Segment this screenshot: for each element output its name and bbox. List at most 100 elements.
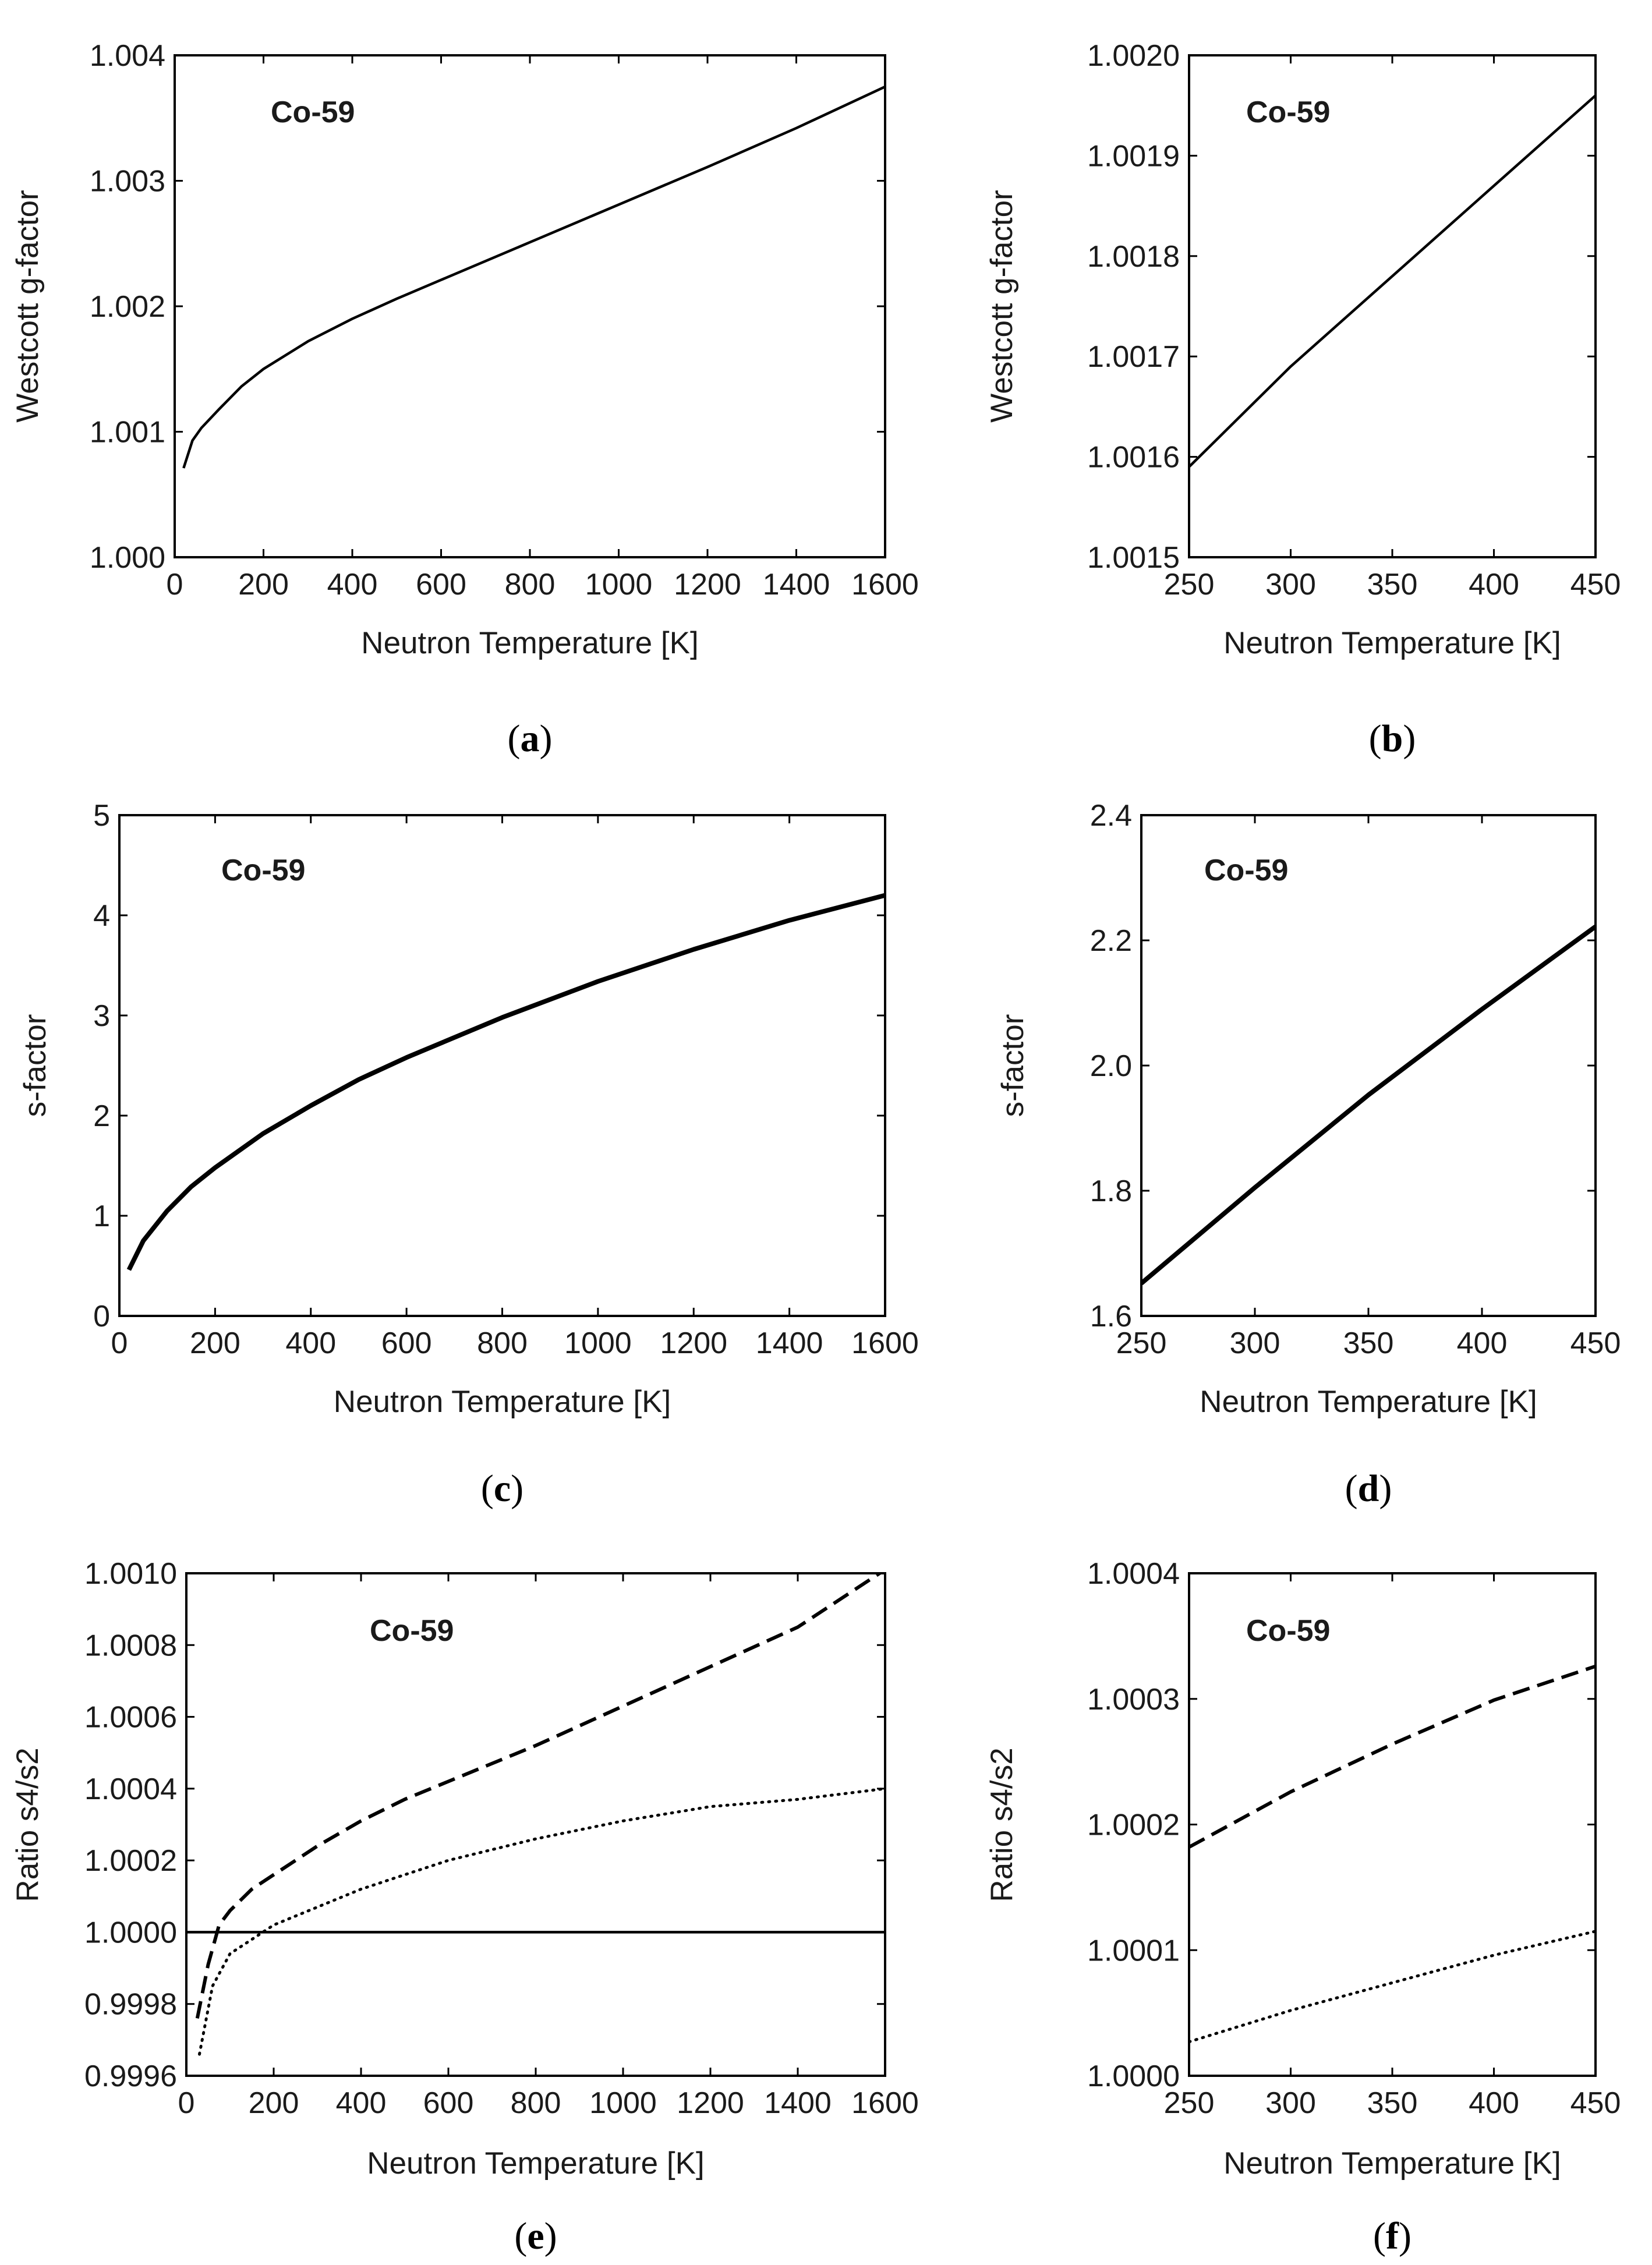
x-tick-label: 350: [1343, 1326, 1394, 1360]
y-tick-label: 1.0002: [84, 1844, 177, 1878]
y-axis-label: s-factor: [996, 1014, 1030, 1117]
x-tick-label: 450: [1570, 568, 1621, 601]
panel-label: (e): [514, 2215, 557, 2257]
y-tick-label: 1.0004: [1087, 1557, 1180, 1591]
chart-annotation: Co-59: [370, 1614, 454, 1648]
x-tick-label: 400: [336, 2086, 387, 2120]
x-tick-label: 250: [1164, 2086, 1215, 2120]
x-axis-label: Neutron Temperature [K]: [1223, 2146, 1561, 2181]
series-line-dashed: [195, 1573, 883, 2019]
x-tick-label: 450: [1570, 1326, 1621, 1360]
y-tick-label: 1.0004: [84, 1772, 177, 1806]
y-axis-label: Westcott g-factor: [985, 190, 1019, 423]
panel-label-close: ): [540, 717, 553, 760]
chart-annotation: Co-59: [1204, 854, 1288, 887]
x-tick-label: 300: [1265, 2086, 1316, 2120]
panel-label-letter: d: [1358, 1467, 1379, 1510]
panel-label-close: ): [544, 2215, 557, 2257]
y-tick-label: 1.004: [90, 39, 165, 73]
panel-label: (d): [1345, 1467, 1392, 1510]
y-tick-label: 1: [93, 1199, 110, 1233]
y-tick-label: 2.4: [1090, 799, 1132, 833]
chart-panel-f: 250 300 350 400 450 1.0000 1.0001 1.0002 1.0003 1…: [985, 1557, 1621, 2257]
series-line-s-factor: [1141, 925, 1596, 1286]
panel-label: (b): [1369, 717, 1416, 760]
y-tick-label: 1.003: [90, 165, 165, 199]
panel-label-open: (: [1345, 1467, 1358, 1510]
x-tick-label: 0: [167, 568, 183, 601]
x-tick-label: 0: [178, 2086, 195, 2120]
y-axis-label: s-factor: [18, 1014, 52, 1117]
y-tick-label: 1.0001: [1087, 1934, 1180, 1967]
chart-annotation: Co-59: [1246, 1614, 1330, 1648]
y-axis-label: Ratio s4/s2: [10, 1747, 45, 1902]
plot-frame: [174, 54, 886, 558]
y-tick-label: 1.0000: [84, 1916, 177, 1949]
x-axis-label: Neutron Temperature [K]: [367, 2146, 704, 2181]
plot-frame: [118, 814, 886, 1317]
x-tick-label: 1000: [589, 2086, 657, 2120]
chart-panel-b: 250 300 350 400 450 1.0015 1.0016 1.0017 1.0018 1…: [985, 39, 1621, 760]
y-tick-label: 1.0018: [1087, 240, 1180, 274]
x-axis-label: Neutron Temperature [K]: [1200, 1385, 1537, 1419]
panel-label-open: (: [514, 2215, 527, 2257]
x-tick-label: 300: [1265, 568, 1316, 601]
x-tick-label: 1400: [764, 2086, 832, 2120]
y-tick-label: 5: [93, 799, 110, 833]
panel-label-close: ): [1399, 2215, 1412, 2257]
panel-label-letter: b: [1382, 717, 1403, 760]
x-axis-label: Neutron Temperature [K]: [1223, 626, 1561, 660]
x-tick-label: 200: [249, 2086, 299, 2120]
panel-label-letter: a: [521, 717, 540, 760]
plot-frame: [1188, 54, 1597, 558]
y-tick-label: 2.0: [1090, 1049, 1132, 1083]
y-tick-label: 1.8: [1090, 1174, 1132, 1208]
y-tick-label: 1.001: [90, 416, 165, 450]
x-tick-label: 1000: [585, 568, 653, 601]
y-tick-label: 1.0008: [84, 1629, 177, 1662]
y-tick-label: 1.0015: [1087, 541, 1180, 575]
x-tick-label: 1400: [756, 1326, 823, 1360]
x-tick-label: 300: [1230, 1326, 1280, 1360]
panel-label: (a): [508, 717, 553, 760]
x-tick-label: 600: [416, 568, 466, 601]
y-tick-label: 1.0016: [1087, 441, 1180, 475]
x-tick-label: 450: [1570, 2086, 1621, 2120]
x-tick-label: 1600: [851, 568, 919, 601]
x-tick-label: 1200: [677, 2086, 744, 2120]
chart-panel-e: 0 200 400 600 800 1000 1200 1400 1600 0.9996 0.999…: [10, 1557, 919, 2257]
plot-frame: [1188, 1572, 1597, 2077]
x-tick-label: 200: [190, 1326, 240, 1360]
panel-label-open: (: [1369, 717, 1382, 760]
x-tick-label: 800: [505, 568, 556, 601]
y-tick-label: 0: [93, 1300, 110, 1333]
panel-label-letter: c: [494, 1467, 511, 1510]
y-tick-label: 1.0003: [1087, 1683, 1180, 1717]
series-line-dashed: [1189, 1664, 1596, 1849]
y-tick-label: 1.0002: [1087, 1809, 1180, 1842]
y-tick-label: 1.002: [90, 290, 165, 324]
x-tick-label: 400: [1469, 568, 1519, 601]
series-line-g-factor: [182, 85, 885, 469]
x-tick-label: 250: [1164, 568, 1215, 601]
x-tick-label: 350: [1367, 2086, 1418, 2120]
series-line-dotted: [198, 1787, 885, 2056]
panel-label-close: ): [1403, 717, 1416, 760]
x-tick-label: 400: [1457, 1326, 1508, 1360]
x-tick-label: 400: [327, 568, 378, 601]
panel-label-close: ): [1379, 1467, 1392, 1510]
panel-label-letter: f: [1386, 2215, 1399, 2257]
chart-panel-c: 0 200 400 600 800 1000 1200 1400 1600 0 1 2 3 4 5 Neutr…: [18, 799, 919, 1510]
y-tick-label: 0.9996: [84, 2059, 177, 2093]
y-tick-label: 1.6: [1090, 1300, 1132, 1333]
y-tick-label: 2.2: [1090, 924, 1132, 958]
y-tick-label: 1.0020: [1087, 39, 1180, 73]
x-tick-label: 400: [1469, 2086, 1519, 2120]
series-line-s-factor: [126, 893, 885, 1271]
x-tick-label: 1600: [851, 1326, 919, 1360]
series-line-g-factor: [1189, 94, 1596, 468]
x-tick-label: 400: [285, 1326, 336, 1360]
x-tick-label: 1400: [763, 568, 830, 601]
plot-frame: [1140, 814, 1597, 1317]
